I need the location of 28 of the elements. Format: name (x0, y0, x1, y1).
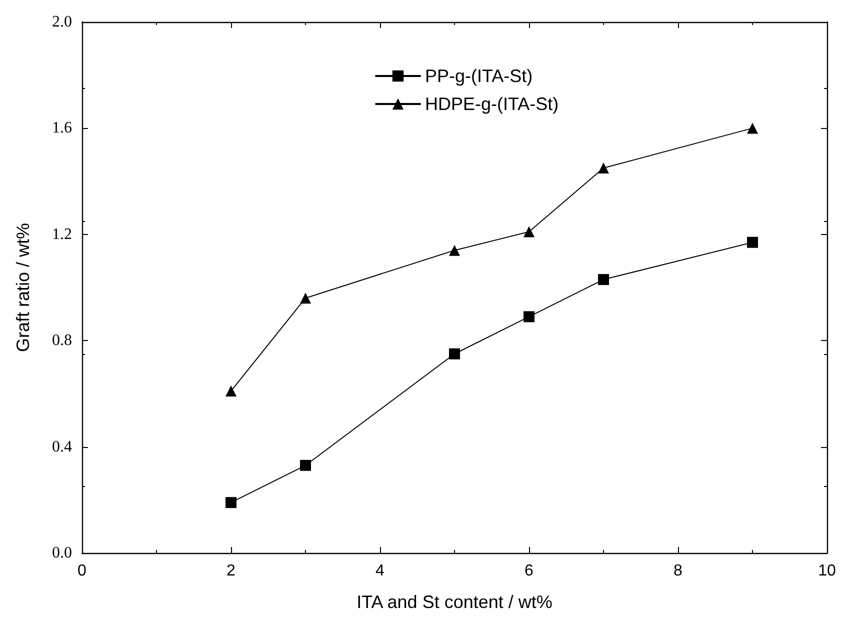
point (300, 460, 311, 471)
point (598, 274, 609, 286)
point (226, 497, 236, 508)
legend-label: HDPE-g-(ITA-St) (425, 94, 559, 114)
point (226, 386, 236, 397)
y-tick-label: 0.4 (52, 438, 72, 456)
point (449, 244, 460, 256)
point (598, 162, 609, 174)
point (747, 122, 758, 134)
x-tick-label: 2 (226, 562, 236, 580)
y-tick-label: 1.6 (52, 120, 72, 137)
y-tick-label: 0.8 (52, 332, 72, 350)
point (300, 292, 311, 304)
y-axis-title: Graft ratio / wt% (13, 222, 33, 352)
x-axis-title: ITA and St content / wt% (356, 592, 552, 612)
point (747, 236, 758, 248)
legend-label: PP-g-(ITA-St) (425, 66, 533, 86)
y-tick-label: 1.2 (52, 226, 72, 243)
x-tick-label: 4 (376, 562, 385, 580)
x-tick-label: 8 (674, 562, 683, 580)
point (524, 311, 534, 322)
x-tick-label: 6 (524, 562, 534, 580)
y-tick-label: 0.0 (52, 544, 72, 562)
point (449, 348, 460, 360)
x-tick-label: 0 (78, 562, 87, 580)
point (524, 226, 534, 238)
y-tick-label: 2.0 (52, 14, 72, 30)
x-tick-label: 10 (818, 562, 836, 580)
